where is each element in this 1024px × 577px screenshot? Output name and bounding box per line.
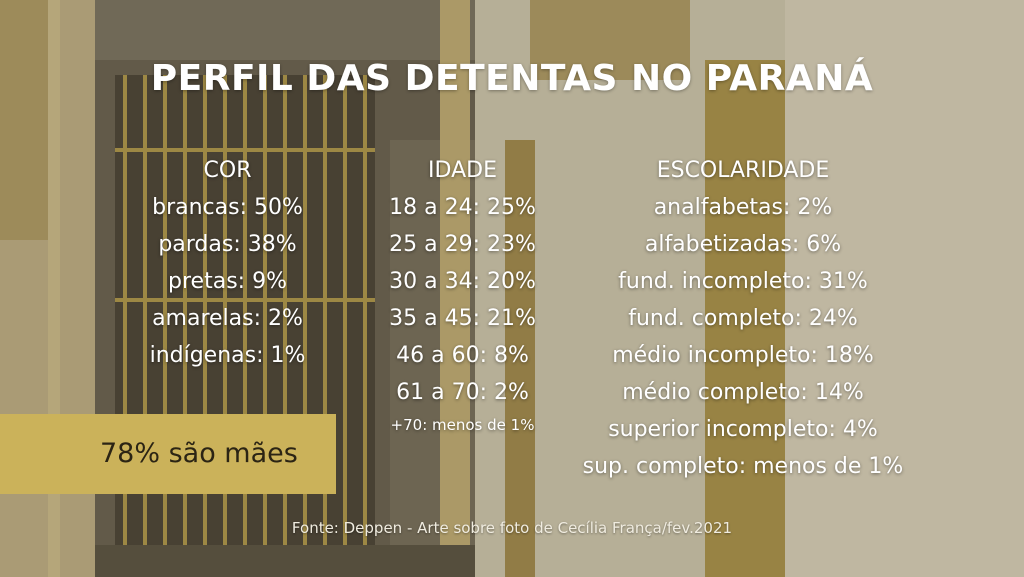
idade-note: +70: menos de 1% — [390, 416, 535, 434]
page-title: PERFIL DAS DETENTAS NO PARANÁ — [150, 58, 874, 99]
cor-item: pretas: 9% — [168, 269, 287, 294]
escolaridade-item: médio incompleto: 18% — [612, 343, 874, 368]
idade-item: 18 a 24: 25% — [389, 195, 536, 220]
source-credit: Fonte: Deppen - Arte sobre foto de Cecíl… — [291, 519, 733, 537]
highlight-text: 78% são mães — [100, 438, 298, 469]
escolaridade-item: fund. incompleto: 31% — [618, 269, 868, 294]
escolaridade-item: fund. completo: 24% — [628, 306, 858, 331]
escolaridade-heading: ESCOLARIDADE — [656, 158, 830, 183]
cor-column: COR brancas: 50% pardas: 38% pretas: 9% … — [110, 152, 345, 374]
idade-heading: IDADE — [428, 158, 497, 183]
cor-item: amarelas: 2% — [152, 306, 303, 331]
idade-item: 46 a 60: 8% — [396, 343, 529, 368]
escolaridade-item: médio completo: 14% — [622, 380, 864, 405]
escolaridade-item: alfabetizadas: 6% — [644, 232, 842, 257]
idade-item: 61 a 70: 2% — [396, 380, 529, 405]
escolaridade-column: ESCOLARIDADE analfabetas: 2% alfabetizad… — [548, 152, 938, 485]
escolaridade-item: sup. completo: menos de 1% — [582, 454, 904, 479]
idade-item: 30 a 34: 20% — [389, 269, 536, 294]
cor-item: indígenas: 1% — [149, 343, 306, 368]
idade-item: 25 a 29: 23% — [389, 232, 536, 257]
idade-column: IDADE 18 a 24: 25% 25 a 29: 23% 30 a 34:… — [345, 152, 580, 439]
escolaridade-item: analfabetas: 2% — [653, 195, 833, 220]
escolaridade-item: superior incompleto: 4% — [608, 417, 878, 442]
cor-heading: COR — [203, 158, 252, 183]
cor-item: brancas: 50% — [152, 195, 303, 220]
idade-item: 35 a 45: 21% — [389, 306, 536, 331]
highlight-box: 78% são mães — [0, 414, 336, 494]
cor-item: pardas: 38% — [158, 232, 297, 257]
